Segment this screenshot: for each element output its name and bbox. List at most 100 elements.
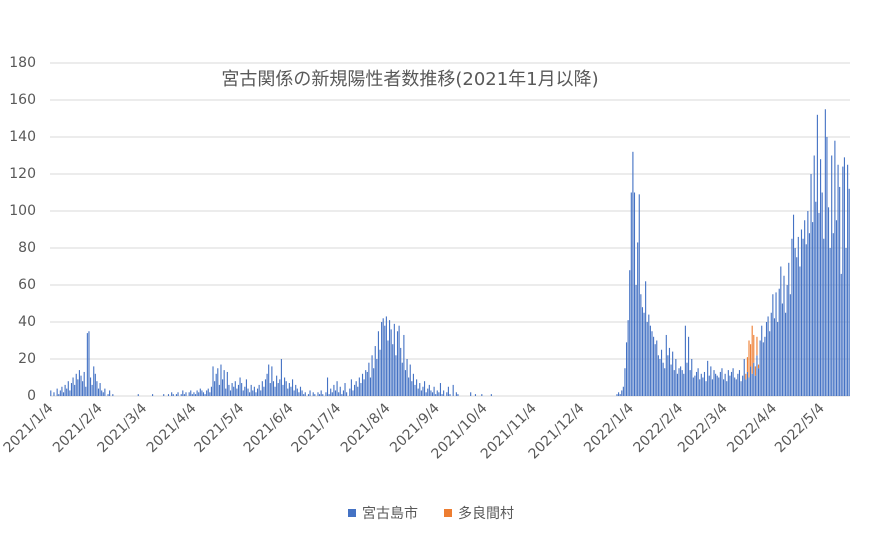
bar: [366, 371, 368, 396]
bar: [50, 390, 52, 396]
bar: [668, 347, 671, 396]
bar: [641, 307, 644, 396]
bar: [387, 340, 389, 396]
y-tick-label: 20: [18, 351, 36, 367]
bar: [326, 377, 329, 396]
bar: [409, 364, 411, 396]
bar: [665, 334, 667, 396]
bar: [765, 322, 768, 396]
bar: [334, 390, 337, 396]
bar: [193, 392, 195, 396]
bar: [268, 364, 270, 396]
bar: [676, 373, 678, 396]
bar: [673, 370, 675, 396]
bar: [791, 238, 793, 396]
bar: [252, 390, 254, 396]
bar: [368, 362, 370, 396]
bar: [757, 368, 760, 396]
bar: [319, 394, 321, 396]
bar: [423, 381, 426, 396]
bar: [703, 371, 706, 396]
bar: [792, 214, 795, 396]
bar: [250, 384, 252, 396]
bar: [263, 386, 265, 396]
chart-title: 宮古関係の新規陽性者数推移(2021年1月以降): [221, 69, 598, 90]
bar: [396, 331, 399, 396]
bar: [295, 384, 297, 396]
bar: [748, 340, 750, 378]
bar: [363, 379, 365, 396]
bar: [67, 381, 69, 396]
bar: [80, 375, 82, 396]
bar: [225, 388, 227, 396]
bar: [56, 388, 58, 396]
bar: [204, 394, 206, 396]
bar: [839, 186, 841, 396]
bar: [271, 366, 273, 396]
bar: [88, 331, 90, 396]
bar: [805, 244, 807, 396]
bar: [371, 355, 373, 396]
bar: [827, 207, 830, 396]
bar: [821, 192, 823, 396]
bar: [624, 368, 626, 396]
bar: [78, 370, 80, 396]
bar: [330, 388, 332, 396]
bar: [837, 164, 839, 396]
bar: [218, 384, 220, 396]
bar: [845, 248, 847, 396]
bar: [241, 383, 243, 396]
bar: [835, 220, 838, 396]
bar: [754, 366, 756, 376]
bar: [672, 351, 674, 396]
bar: [408, 377, 410, 396]
bar: [794, 248, 796, 396]
bar: [723, 379, 725, 396]
bar: [401, 362, 403, 396]
bar: [812, 222, 814, 396]
bar: [74, 384, 76, 396]
bar: [773, 318, 776, 396]
bar: [481, 394, 483, 396]
bar: [217, 368, 219, 396]
bar: [457, 394, 459, 396]
bar: [69, 390, 71, 396]
bar: [680, 366, 682, 396]
bar: [233, 386, 235, 396]
bar: [269, 383, 271, 396]
bar: [338, 392, 340, 396]
bar: [404, 370, 407, 396]
bar: [369, 377, 372, 396]
bar: [815, 201, 817, 396]
bar: [428, 384, 430, 396]
bar: [443, 390, 445, 396]
bar: [490, 394, 492, 396]
bar: [449, 394, 451, 396]
bar: [212, 366, 214, 396]
bar: [392, 344, 394, 396]
bar: [662, 362, 664, 396]
bar: [436, 390, 438, 396]
bar: [804, 220, 806, 396]
bar: [657, 355, 659, 396]
bar: [625, 342, 628, 396]
bar: [395, 355, 397, 396]
legend-label: 宮古島市: [362, 505, 418, 522]
bar: [659, 359, 661, 396]
bar: [342, 390, 344, 396]
bar: [667, 355, 669, 396]
bar: [441, 394, 443, 396]
bar: [374, 346, 376, 396]
bar: [180, 394, 182, 396]
bar: [730, 371, 733, 396]
y-tick-label: 60: [18, 277, 36, 293]
bar: [361, 373, 364, 396]
bar: [104, 388, 106, 396]
bar: [800, 229, 803, 396]
bar: [832, 233, 834, 396]
bar: [645, 281, 647, 396]
bar: [705, 381, 707, 396]
bar: [751, 325, 753, 374]
